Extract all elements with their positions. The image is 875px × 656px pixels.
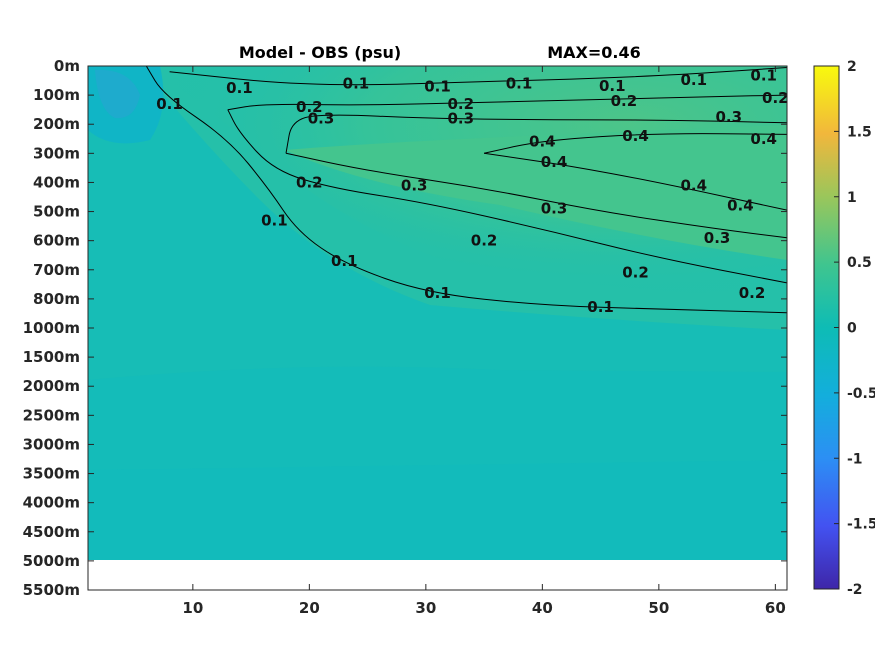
y-tick-label: 100m [33,86,80,104]
contour-label: 0.4 [727,197,754,215]
contour-label: 0.2 [296,98,323,116]
y-tick-label: 200m [33,115,80,133]
colorbar-tick-label: 0.5 [847,255,872,271]
x-tick-label: 40 [532,599,553,617]
contour-label: 0.1 [506,74,533,92]
colorbar-tick-label: 2 [847,59,857,75]
contour-line-0-4 [483,133,787,154]
contour-label: 0.3 [541,200,568,218]
contour-label: 0.2 [739,284,766,302]
contour-line-0-1 [145,66,787,314]
x-tick-label: 60 [765,599,786,617]
x-tick-label: 10 [182,599,203,617]
y-tick-label: 4000m [23,494,80,512]
contour-label: 0.2 [471,232,498,250]
colorbar-tick-label: 1.5 [847,124,872,140]
contour-line-0-3 [285,152,787,239]
contour-label: 0.3 [704,229,731,247]
x-tick-label: 50 [648,599,669,617]
chart-title: Model - OBS (psu) [239,43,401,62]
colorbar-tick-label: -1 [847,451,863,467]
contour-label: 0.1 [261,211,288,229]
y-tick-label: 2000m [23,377,80,395]
contour-label: 0.4 [622,127,649,145]
y-tick-label: 2500m [23,406,80,424]
contour-line-0-3 [285,114,787,154]
contour-label: 0.1 [424,77,451,95]
colorbar-tick-label: -2 [847,582,863,598]
y-tick-label: 600m [33,232,80,250]
y-tick-label: 1000m [23,319,80,337]
y-tick-label: 500m [33,203,80,221]
contour-label: 0.1 [156,95,183,113]
contour-label: 0.4 [750,130,777,148]
contour-layer: 0.10.10.10.10.10.1 0.1 0.1 0.1 0.1 0.1 0.10.2 0… [145,66,789,316]
y-tick-label: 300m [33,144,80,162]
contour-label: 0.3 [715,108,742,126]
y-tick-label: 700m [33,261,80,279]
y-tick-label: 3000m [23,435,80,453]
field-layer [88,66,787,560]
contour-line-0-4 [484,152,787,211]
x-axis: 10 20 30 40 50 60 [182,66,786,617]
y-tick-label: 400m [33,173,80,191]
colorbar-tick-label: 1 [847,190,857,206]
colorbar-tick-label: 0 [847,321,857,337]
contour-label: 0.2 [448,95,475,113]
contour-line-0-1 [169,67,787,86]
y-tick-label: 4500m [23,523,80,541]
chart-subtitle: MAX=0.46 [547,43,641,62]
contour-label: 0.2 [611,92,638,110]
contour-label: 0.1 [599,77,626,95]
colorbar-tick-label: -1.5 [847,517,875,533]
contour-label: 0.2 [622,264,649,282]
contour-line-0-2 [227,94,787,111]
contour-label: 0.1 [681,71,708,89]
y-tick-label: 0m [54,57,80,75]
contour-label: 0.1 [587,298,614,316]
contour-label: 0.4 [529,133,556,151]
contour-label: 0.4 [541,153,568,171]
contour-label: 0.1 [424,284,451,302]
contour-label: 0.1 [343,74,370,92]
contour-label: 0.4 [681,176,708,194]
contour-line-0-2 [227,109,787,284]
y-tick-label: 5500m [23,581,80,599]
y-tick-label: 1500m [23,348,80,366]
contour-label: 0.2 [296,173,323,191]
contour-label: 0.1 [750,66,777,84]
contour-label: 0.2 [762,89,789,107]
colorbar-tick-label: -0.5 [847,386,875,402]
y-tick-label: 800m [33,290,80,308]
y-axis: 0m 100m 200m 300m 400m 500m 600m 700m 800m 1000m 1… [23,57,787,599]
x-tick-label: 20 [299,599,320,617]
contour-label: 0.1 [226,79,253,97]
colorbar-axis: -2 -1.5 -1 -0.5 0 0.5 1 1.5 2 [834,59,875,598]
x-tick-label: 30 [415,599,436,617]
contour-label: 0.3 [308,109,335,127]
y-tick-label: 5000m [23,552,80,570]
contour-label: 0.3 [401,176,428,194]
contour-label: 0.1 [331,252,358,270]
contour-label: 0.3 [448,109,475,127]
y-tick-label: 3500m [23,465,80,483]
